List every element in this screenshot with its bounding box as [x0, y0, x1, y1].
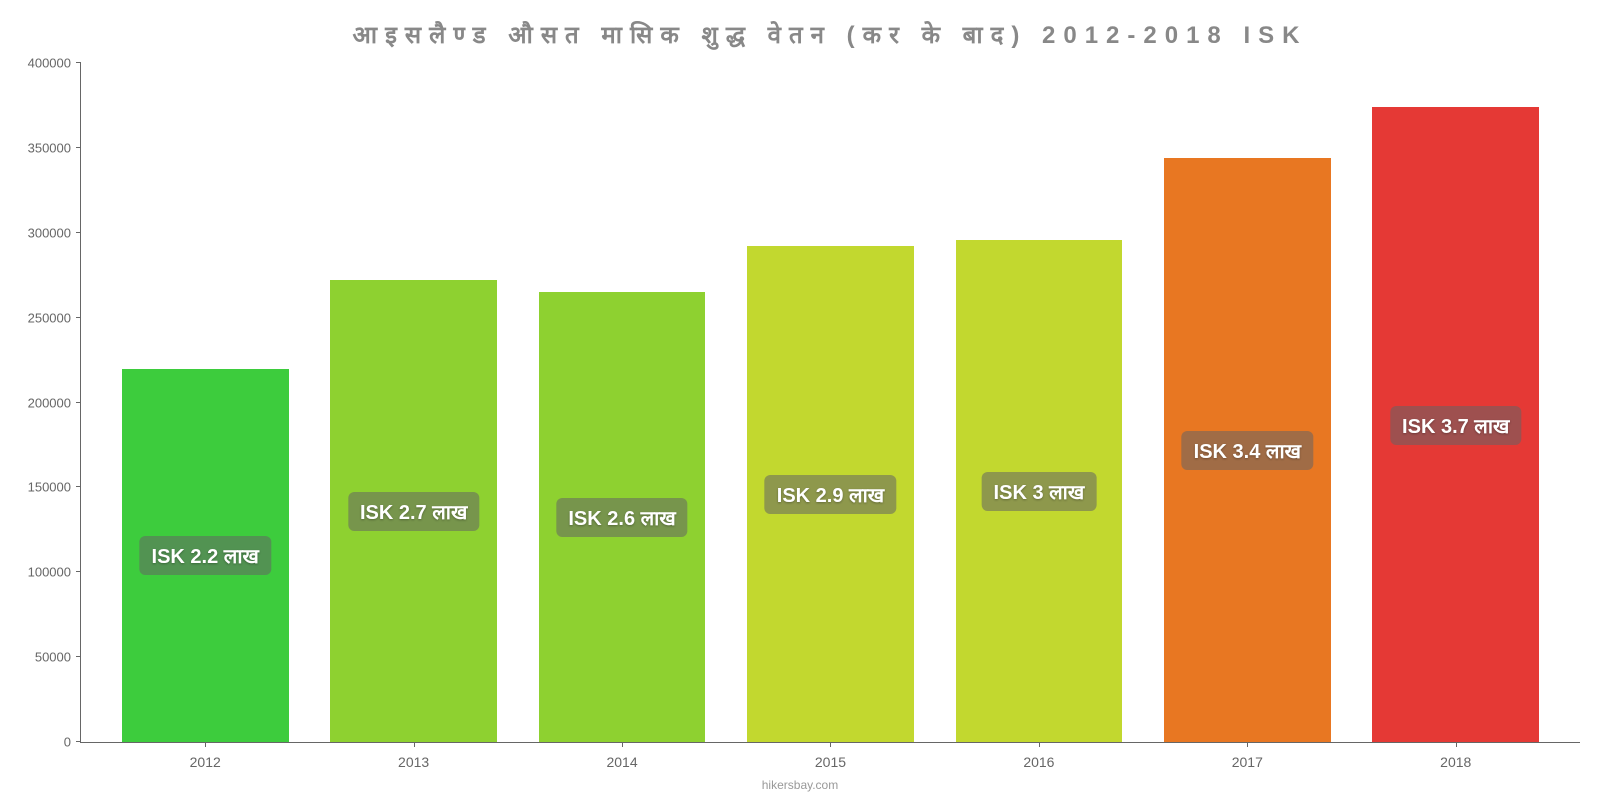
bar-value-label: ISK 2.7 लाख: [348, 492, 479, 531]
y-axis-tick-label: 400000: [11, 56, 71, 71]
y-axis-tick-mark: [76, 741, 81, 742]
bar: ISK 3 लाख: [956, 240, 1123, 742]
bar: ISK 3.4 लाख: [1164, 158, 1331, 742]
x-axis-tick-mark: [1456, 742, 1457, 747]
y-axis-tick-mark: [76, 317, 81, 318]
bar-group: ISK 2.6 लाख2014: [518, 63, 726, 742]
x-axis-tick-mark: [205, 742, 206, 747]
bar: ISK 2.2 लाख: [122, 369, 289, 742]
bar-group: ISK 2.9 लाख2015: [726, 63, 934, 742]
bar-value-label: ISK 3 लाख: [982, 472, 1097, 511]
x-axis-tick-mark: [1039, 742, 1040, 747]
x-axis-tick-mark: [830, 742, 831, 747]
y-axis-tick-mark: [76, 656, 81, 657]
y-axis-tick-label: 0: [11, 735, 71, 750]
y-axis-tick-label: 300000: [11, 225, 71, 240]
y-axis-tick-mark: [76, 232, 81, 233]
y-axis-tick-mark: [76, 402, 81, 403]
x-axis-tick-mark: [1247, 742, 1248, 747]
bar-group: ISK 3 लाख2016: [935, 63, 1143, 742]
y-axis-tick-label: 200000: [11, 395, 71, 410]
chart-title: आइसलैण्ड औसत मासिक शुद्ध वेतन (कर के बाद…: [80, 10, 1580, 63]
y-axis-tick-mark: [76, 486, 81, 487]
attribution-text: hikersbay.com: [762, 778, 838, 792]
bar: ISK 2.9 लाख: [747, 246, 914, 742]
bar: ISK 3.7 लाख: [1372, 107, 1539, 742]
y-axis-tick-label: 50000: [11, 650, 71, 665]
y-axis-tick-label: 350000: [11, 140, 71, 155]
y-axis-tick-mark: [76, 571, 81, 572]
x-axis-category-label: 2014: [606, 754, 637, 770]
bars-row: ISK 2.2 लाख2012ISK 2.7 लाख2013ISK 2.6 ला…: [81, 63, 1580, 742]
salary-bar-chart: आइसलैण्ड औसत मासिक शुद्ध वेतन (कर के बाद…: [0, 0, 1600, 800]
y-axis-tick-label: 100000: [11, 565, 71, 580]
bar-value-label: ISK 3.7 लाख: [1390, 406, 1521, 445]
bar: ISK 2.6 लाख: [539, 292, 706, 742]
bar-group: ISK 2.2 लाख2012: [101, 63, 309, 742]
bar-value-label: ISK 2.9 लाख: [765, 475, 896, 514]
x-axis-category-label: 2018: [1440, 754, 1471, 770]
x-axis-tick-mark: [622, 742, 623, 747]
bar: ISK 2.7 लाख: [330, 280, 497, 742]
bar-group: ISK 3.4 लाख2017: [1143, 63, 1351, 742]
y-axis-tick-label: 150000: [11, 480, 71, 495]
y-axis-tick-mark: [76, 147, 81, 148]
bar-value-label: ISK 2.2 लाख: [140, 536, 271, 575]
bar-value-label: ISK 2.6 लाख: [556, 498, 687, 537]
bar-group: ISK 2.7 लाख2013: [309, 63, 517, 742]
y-axis-tick-label: 250000: [11, 310, 71, 325]
x-axis-category-label: 2013: [398, 754, 429, 770]
bar-group: ISK 3.7 लाख2018: [1352, 63, 1560, 742]
x-axis-category-label: 2015: [815, 754, 846, 770]
x-axis-tick-mark: [414, 742, 415, 747]
y-axis-tick-mark: [76, 62, 81, 63]
x-axis-category-label: 2017: [1232, 754, 1263, 770]
bar-value-label: ISK 3.4 लाख: [1182, 431, 1313, 470]
plot-area: ISK 2.2 लाख2012ISK 2.7 लाख2013ISK 2.6 ला…: [80, 63, 1580, 743]
x-axis-category-label: 2012: [190, 754, 221, 770]
x-axis-category-label: 2016: [1023, 754, 1054, 770]
